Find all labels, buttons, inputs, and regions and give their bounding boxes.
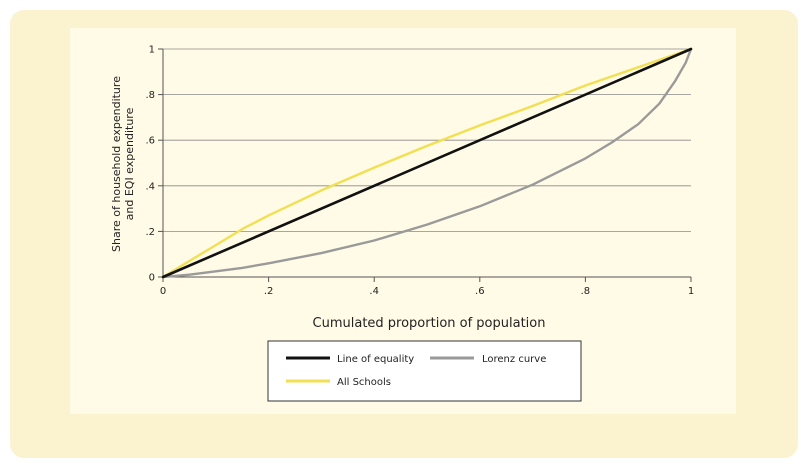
- y-tick-label-0: 0: [149, 273, 155, 284]
- y-axis-title-line1: Share of household expenditure: [110, 76, 123, 252]
- axes: [158, 48, 692, 282]
- gridlines: [163, 48, 691, 232]
- series-line-lorenz-curve: [161, 47, 693, 279]
- y-tick-label-3: .6: [145, 136, 155, 147]
- series-lines: [161, 47, 693, 279]
- series-line-line-of-equality: [161, 47, 693, 279]
- legend-label-all-schools: All Schools: [337, 377, 391, 388]
- y-tick-label-1: .2: [145, 227, 155, 238]
- x-tick-label-0: 0: [160, 286, 166, 297]
- y-axis-title-line2: and EQI expenditure: [123, 107, 136, 220]
- legend-label-lorenz-curve: Lorenz curve: [482, 354, 546, 365]
- legend: Line of equality Lorenz curve All School…: [267, 340, 582, 402]
- legend-label-line-of-equality: Line of equality: [337, 354, 414, 365]
- legend-box: [267, 340, 582, 402]
- x-tick-label-1: .2: [264, 286, 274, 297]
- y-tick-label-4: .8: [145, 90, 155, 101]
- x-tick-label-3: .6: [475, 286, 485, 297]
- y-tick-label-5: 1: [149, 45, 155, 56]
- x-tick-label-2: .4: [369, 286, 379, 297]
- y-tick-label-2: .4: [145, 181, 155, 192]
- series-line-all-schools: [161, 47, 693, 279]
- x-tick-label-4: .8: [581, 286, 591, 297]
- x-axis-title: Cumulated proportion of population: [313, 316, 546, 331]
- x-tick-label-5: 1: [688, 286, 694, 297]
- y-tick-labels: 0 .2 .4 .6 .8 1: [145, 45, 155, 284]
- x-tick-labels: 0 .2 .4 .6 .8 1: [160, 286, 694, 297]
